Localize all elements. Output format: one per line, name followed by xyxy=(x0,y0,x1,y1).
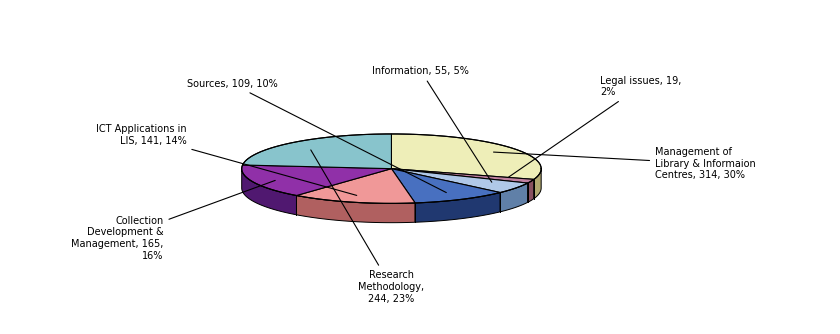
Text: Sources, 109, 10%: Sources, 109, 10% xyxy=(186,79,446,193)
Text: Information, 55, 5%: Information, 55, 5% xyxy=(372,66,491,182)
Polygon shape xyxy=(297,195,415,223)
Polygon shape xyxy=(242,165,391,195)
Text: ICT Applications in
LIS, 141, 14%: ICT Applications in LIS, 141, 14% xyxy=(96,125,357,195)
Text: Research
Methodology,
244, 23%: Research Methodology, 244, 23% xyxy=(311,150,424,304)
Polygon shape xyxy=(242,169,541,223)
Polygon shape xyxy=(242,168,297,215)
Polygon shape xyxy=(391,169,528,192)
Text: Collection
Development &
Management, 165,
16%: Collection Development & Management, 165… xyxy=(71,180,276,261)
Polygon shape xyxy=(391,169,500,203)
Polygon shape xyxy=(528,179,534,202)
Polygon shape xyxy=(243,134,391,169)
Polygon shape xyxy=(415,192,500,222)
Polygon shape xyxy=(391,169,534,183)
Polygon shape xyxy=(391,134,541,179)
Text: Legal issues, 19,
2%: Legal issues, 19, 2% xyxy=(508,75,681,177)
Polygon shape xyxy=(297,169,415,203)
Polygon shape xyxy=(534,169,541,199)
Polygon shape xyxy=(500,183,528,212)
Text: Management of
Library & Informaion
Centres, 314, 30%: Management of Library & Informaion Centr… xyxy=(494,147,756,180)
